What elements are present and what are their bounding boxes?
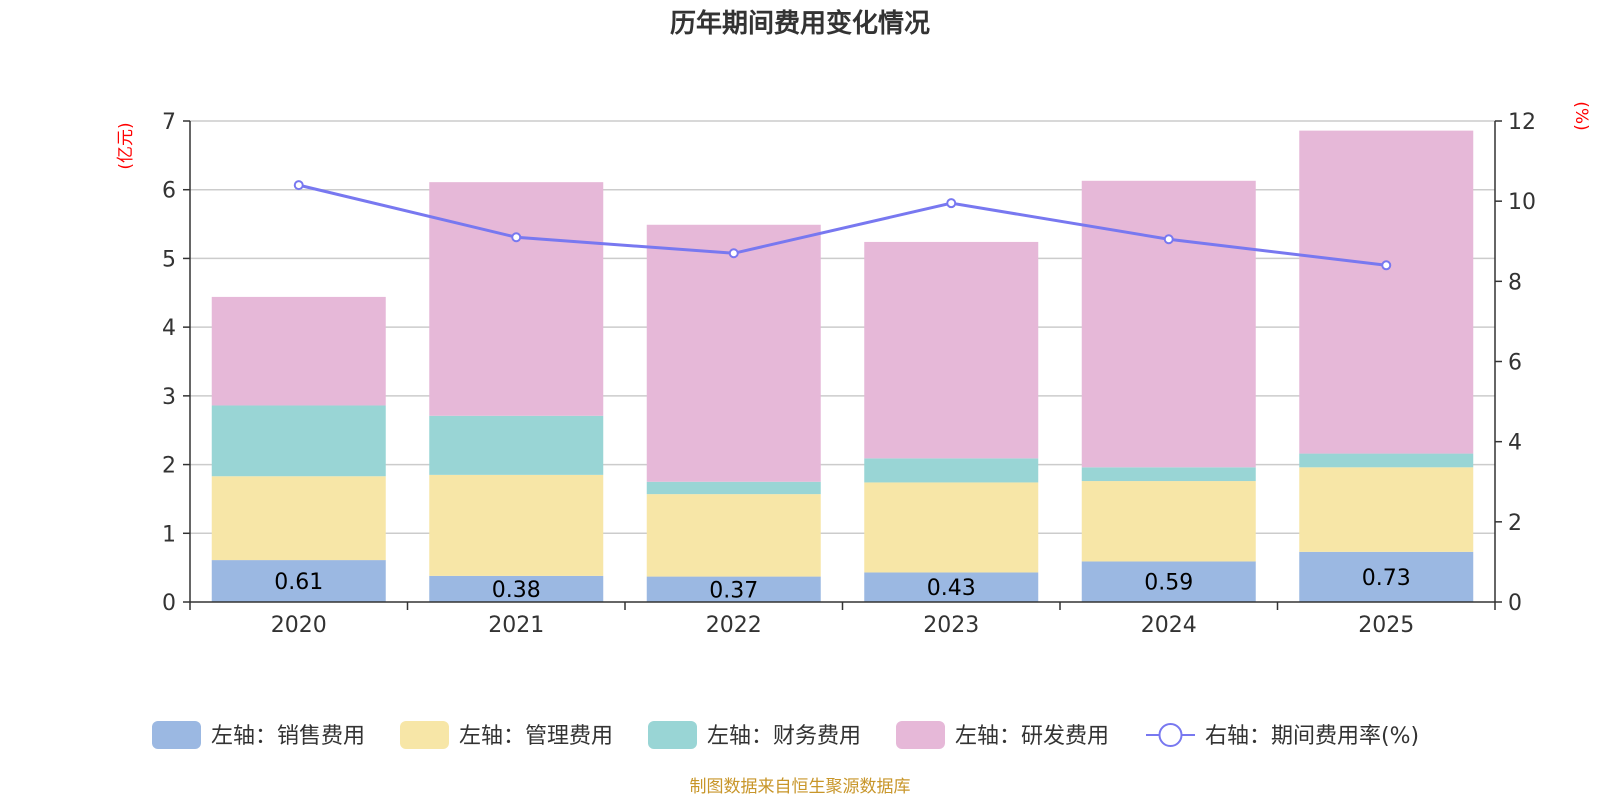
left-tick-label: 0: [162, 591, 176, 616]
bar-segment-3: [646, 481, 821, 495]
rate-point: [1163, 234, 1174, 245]
rate-point: [511, 232, 522, 243]
bar-segment-1: [864, 572, 1039, 602]
right-axis-unit: (%): [1571, 101, 1591, 130]
bar-segment-4: [1299, 130, 1474, 454]
bar-segment-2: [864, 482, 1039, 573]
bar-segment-1: [1081, 561, 1256, 602]
left-tick-label: 6: [162, 179, 176, 204]
legend-label-3: 左轴：财务费用: [707, 724, 861, 749]
bar-segment-1: [646, 576, 821, 602]
left-tick-label: 3: [162, 385, 176, 410]
right-tick-label: 6: [1508, 351, 1522, 376]
legend: 左轴：销售费用 左轴：管理费用 左轴：财务费用 左轴：研发费用 右轴：期间费用率(%): [152, 721, 1419, 749]
left-tick-label: 5: [162, 247, 176, 272]
bar-value-label: 0.73: [1362, 566, 1411, 591]
bar-segment-3: [211, 405, 386, 477]
left-tick-label: 2: [162, 454, 176, 479]
bar-segment-4: [646, 224, 821, 482]
bar-value-label: 0.37: [709, 578, 758, 603]
right-tick-label: 0: [1508, 591, 1522, 616]
left-axis-unit: (亿元): [116, 122, 136, 169]
legend-label-4: 左轴：研发费用: [955, 724, 1109, 749]
legend-swatch-2: [400, 721, 449, 749]
legend-circle-swatch: [1158, 723, 1183, 747]
bar-segment-1: [429, 575, 604, 602]
bar-value-label: 0.59: [1144, 571, 1193, 596]
x-tick-label: 2025: [1358, 613, 1414, 638]
grid-lines: [190, 120, 1495, 535]
left-tick-label: 1: [162, 522, 176, 547]
bar-value-label: 0.38: [492, 578, 541, 603]
x-tick-label: 2024: [1141, 613, 1197, 638]
bar-segment-3: [1081, 467, 1256, 482]
rate-point: [1381, 260, 1392, 271]
rate-point: [946, 198, 957, 209]
bar-segment-3: [864, 458, 1039, 483]
right-tick-label: 12: [1508, 110, 1536, 135]
right-tick-label: 4: [1508, 431, 1522, 456]
rate-line: [298, 183, 1387, 267]
bar-segment-2: [429, 474, 604, 576]
legend-swatch-1: [152, 721, 201, 749]
legend-label-2: 左轴：管理费用: [459, 724, 613, 749]
chart-title: 历年期间费用变化情况: [670, 8, 930, 39]
bar-segment-2: [646, 494, 821, 577]
legend-swatch-4: [896, 721, 945, 749]
bar-segment-2: [211, 476, 386, 561]
legend-label-1: 左轴：销售费用: [211, 724, 365, 749]
bar-segment-2: [1299, 467, 1474, 552]
x-tick-label: 2022: [706, 613, 762, 638]
bar-segment-4: [211, 296, 386, 406]
right-tick-label: 8: [1508, 270, 1522, 295]
legend-swatch-3: [648, 721, 697, 749]
bar-segment-2: [1081, 481, 1256, 562]
bar-segment-3: [1299, 453, 1474, 468]
right-tick-label: 10: [1508, 190, 1536, 215]
x-tick-label: 2021: [488, 613, 544, 638]
right-tick-label: 2: [1508, 511, 1522, 536]
bar-segment-1: [211, 560, 386, 602]
bar-segment-4: [1081, 180, 1256, 468]
bar-segment-1: [1299, 551, 1474, 602]
bar-value-label: 0.43: [927, 576, 976, 601]
rate-point: [293, 180, 304, 191]
left-tick-label: 7: [162, 110, 176, 135]
bar-segment-4: [429, 182, 604, 416]
x-tick-label: 2020: [271, 613, 327, 638]
bars: 0.61 0.38 0.37 0.43 0.59 0.73: [211, 130, 1474, 603]
legend-label-5: 右轴：期间费用率(%): [1205, 724, 1419, 749]
bar-segment-3: [429, 415, 604, 475]
data-source-note: 制图数据来自恒生聚源数据库: [690, 777, 911, 797]
rate-point: [728, 248, 739, 259]
bar-segment-4: [864, 241, 1039, 459]
left-tick-label: 4: [162, 316, 176, 341]
bar-value-label: 0.61: [274, 570, 323, 595]
x-tick-label: 2023: [923, 613, 979, 638]
expense-rate-line: [293, 180, 1392, 271]
